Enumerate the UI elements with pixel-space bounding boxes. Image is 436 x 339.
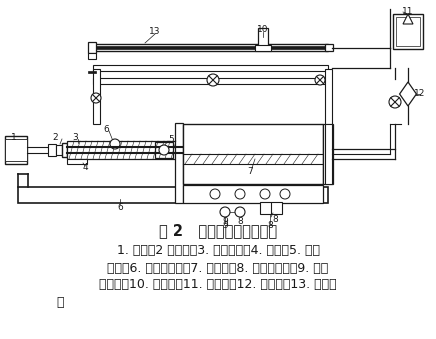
Text: 12: 12 <box>414 89 426 99</box>
Text: 8: 8 <box>267 221 273 231</box>
Circle shape <box>235 207 245 217</box>
Circle shape <box>260 189 270 199</box>
Bar <box>93 69 100 124</box>
Text: 5: 5 <box>168 135 174 143</box>
Bar <box>48 144 56 156</box>
Text: 11: 11 <box>402 6 414 16</box>
Polygon shape <box>400 82 416 106</box>
Polygon shape <box>403 14 413 24</box>
Bar <box>93 44 328 51</box>
Bar <box>325 44 333 51</box>
Bar <box>93 65 328 71</box>
Bar <box>62 143 67 157</box>
Circle shape <box>220 207 230 217</box>
Text: 图 2   动态校准装置结构图: 图 2 动态校准装置结构图 <box>159 223 277 239</box>
Bar <box>175 123 183 203</box>
Bar <box>325 124 332 184</box>
Bar <box>5 139 27 161</box>
Circle shape <box>389 96 401 108</box>
Text: 9: 9 <box>222 217 228 225</box>
Bar <box>67 141 182 159</box>
Text: 1: 1 <box>11 133 17 141</box>
Circle shape <box>207 74 219 86</box>
Bar <box>396 17 420 46</box>
Bar <box>18 187 328 203</box>
Bar <box>325 69 332 124</box>
Text: 2: 2 <box>52 133 58 141</box>
Text: 8: 8 <box>237 217 243 225</box>
Bar <box>88 71 96 73</box>
Text: 3: 3 <box>72 133 78 141</box>
Text: 1. 电机；2 联轴器；3. 滚珠丝杠；4. 光栅；5. 滚珠: 1. 电机；2 联轴器；3. 滚珠丝杠；4. 光栅；5. 滚珠 <box>116 244 320 258</box>
Circle shape <box>315 75 325 85</box>
Bar <box>88 53 96 59</box>
Bar <box>95 46 326 49</box>
Bar <box>93 78 328 84</box>
Circle shape <box>110 139 120 149</box>
Text: 6: 6 <box>103 124 109 134</box>
Bar <box>255 45 271 51</box>
Circle shape <box>210 189 220 199</box>
Bar <box>393 14 423 49</box>
Bar <box>88 42 96 53</box>
Bar <box>67 159 87 164</box>
Text: 8: 8 <box>272 215 278 223</box>
Circle shape <box>235 189 245 199</box>
Circle shape <box>91 93 101 103</box>
Bar <box>56 145 62 155</box>
Bar <box>183 124 323 184</box>
Bar <box>260 202 282 214</box>
Text: 4: 4 <box>82 163 88 173</box>
Text: 构: 构 <box>56 296 64 308</box>
Bar <box>323 124 333 184</box>
Bar <box>183 185 323 203</box>
Text: 6: 6 <box>117 202 123 212</box>
Circle shape <box>280 189 290 199</box>
Text: 继电器；10. 流量计；11. 储油罐；12. 过滤器；13. 顶针机: 继电器；10. 流量计；11. 储油罐；12. 过滤器；13. 顶针机 <box>99 279 337 292</box>
Text: 导轨；6. 温度传感器；7. 计量缸；8. 压力传感器；9. 压力: 导轨；6. 温度传感器；7. 计量缸；8. 压力传感器；9. 压力 <box>107 261 329 275</box>
Text: 10: 10 <box>257 24 269 34</box>
Text: 7: 7 <box>247 166 253 176</box>
Bar <box>5 136 27 164</box>
Circle shape <box>159 145 169 155</box>
Text: 9: 9 <box>222 221 228 231</box>
Bar <box>258 28 268 46</box>
Bar <box>155 142 173 158</box>
Text: 13: 13 <box>149 26 161 36</box>
